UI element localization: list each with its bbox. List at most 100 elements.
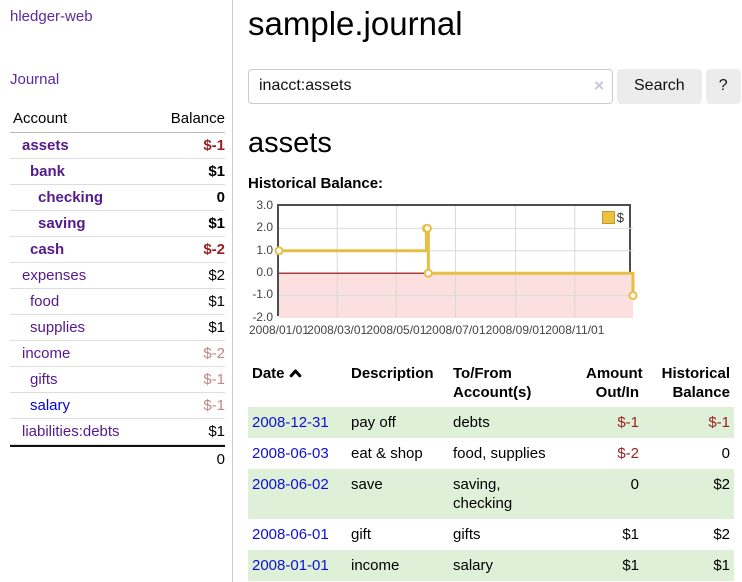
transaction-date-link[interactable]: 2008-01-01 (252, 556, 329, 574)
transaction-date-link[interactable]: 2008-12-31 (252, 413, 329, 431)
transaction-row: 2008-12-31 pay off debts $-1 $-1 (248, 406, 734, 438)
transaction-date-link[interactable]: 2008-06-02 (252, 475, 329, 493)
app-title-link[interactable]: hledger-web (10, 8, 93, 25)
chart-title: Historical Balance: (248, 174, 384, 192)
description-column-header: Description (351, 364, 434, 382)
journal-link[interactable]: Journal (10, 71, 60, 88)
account-column-header: Account (10, 107, 152, 133)
account-row: salary $-1 (10, 393, 225, 419)
account-balance: $1 (151, 159, 225, 185)
transaction-balance: $2 (713, 475, 730, 493)
account-row: saving $1 (10, 211, 225, 237)
account-row: liabilities:debts $1 (10, 419, 225, 445)
x-axis: 2008/01/01 2008/03/01 2008/05/01 2008/07/01… (248, 323, 742, 339)
account-balance: $1 (151, 211, 225, 237)
account-balance: $-1 (151, 367, 225, 393)
y-axis-tick-label: -2.0 (252, 309, 273, 324)
search-input[interactable] (248, 68, 613, 104)
transaction-description: gift (351, 525, 372, 543)
historical-balance-chart: 3.0 2.0 1.0 0.0 -1.0 -2.0 $ 2008/01/01 2008/03… (248, 198, 742, 344)
account-heading: assets (248, 126, 332, 159)
account-link-cash[interactable]: cash (30, 241, 65, 258)
account-row: expenses $2 (10, 263, 225, 289)
y-axis-tick-label: 1.0 (256, 242, 273, 257)
account-link-assets[interactable]: assets (22, 137, 69, 154)
legend-swatch-icon (601, 210, 615, 224)
clear-search-icon[interactable]: × (594, 75, 604, 95)
account-link-food[interactable]: food (30, 293, 60, 310)
transaction-date-link[interactable]: 2008-06-01 (252, 525, 329, 543)
account-row: cash $-2 (10, 237, 225, 263)
transaction-amount: $-1 (617, 413, 639, 431)
x-axis-tick-label: 2008/09/01 (485, 322, 546, 337)
transaction-row: 2008-01-01 income salary $1 $1 (248, 549, 734, 581)
search-button[interactable]: Search (617, 68, 702, 104)
transaction-description: eat & shop (351, 444, 423, 462)
account-balance: $-1 (151, 393, 225, 419)
transaction-accounts: gifts (453, 525, 481, 543)
transactions-table: Date Description To/From Account(s) Amou… (248, 362, 734, 581)
transaction-accounts: saving, checking (453, 475, 513, 512)
account-link-saving[interactable]: saving (38, 215, 86, 232)
chart-plot-area: $ (274, 203, 638, 318)
transaction-row: 2008-06-02 save saving, checking 0 $2 (248, 468, 734, 519)
account-balance: $1 (151, 315, 225, 341)
y-axis-tick-label: 2.0 (256, 220, 273, 235)
account-row: bank $1 (10, 159, 225, 185)
transaction-description: income (351, 556, 400, 574)
y-axis-tick-label: 3.0 (256, 197, 273, 212)
account-balance: $-2 (151, 341, 225, 367)
account-link-bank[interactable]: bank (30, 163, 66, 180)
transaction-date-link[interactable]: 2008-06-03 (252, 444, 329, 462)
transaction-row: 2008-06-01 gift gifts $1 $2 (248, 519, 734, 550)
account-balance: $-1 (151, 133, 225, 159)
transaction-balance: $1 (713, 556, 730, 574)
transaction-accounts: debts (453, 413, 490, 431)
transaction-amount: 0 (630, 475, 639, 493)
balance-column-header: Balance (151, 107, 225, 133)
account-balance: $-2 (151, 237, 225, 263)
legend-label: $ (616, 209, 624, 225)
transaction-balance: 0 (721, 444, 730, 462)
account-link-income[interactable]: income (22, 345, 71, 362)
account-link-expenses[interactable]: expenses (22, 267, 87, 284)
transaction-balance: $-1 (708, 413, 730, 431)
chart-canvas (274, 205, 638, 318)
date-header-label: Date (252, 364, 285, 382)
transaction-description: pay off (351, 413, 396, 431)
account-link-supplies[interactable]: supplies (30, 319, 86, 336)
transaction-balance: $2 (713, 525, 730, 543)
balance-column-header: Historical Balance (661, 364, 730, 401)
account-balance: $2 (151, 263, 225, 289)
account-balance: 0 (151, 185, 225, 211)
y-axis: 3.0 2.0 1.0 0.0 -1.0 -2.0 (248, 198, 273, 324)
search-bar: × Search ? (248, 68, 742, 104)
y-axis-tick-label: 0.0 (256, 265, 273, 280)
page-title: sample.journal (248, 5, 463, 42)
account-link-gifts[interactable]: gifts (30, 371, 58, 388)
account-link-checking[interactable]: checking (38, 189, 104, 206)
transaction-amount: $1 (622, 525, 639, 543)
tofrom-column-header: To/From Account(s) (453, 364, 532, 401)
account-total-row: 0 (10, 445, 225, 472)
y-axis-tick-label: -1.0 (252, 287, 273, 302)
x-axis-tick-label: 2008/05/01 (366, 322, 427, 337)
account-balance: $1 (151, 419, 225, 445)
transaction-accounts: food, supplies (453, 444, 546, 462)
account-row: gifts $-1 (10, 367, 225, 393)
transaction-description: save (351, 475, 383, 493)
account-link-liabilities-debts[interactable]: liabilities:debts (22, 423, 120, 440)
date-column-header[interactable]: Date (248, 362, 347, 407)
account-row: checking 0 (10, 185, 225, 211)
sidebar: hledger-web Journal Account Balance asse… (0, 0, 233, 582)
account-row: supplies $1 (10, 315, 225, 341)
account-link-salary[interactable]: salary (30, 397, 71, 414)
main-panel: sample.journal × Search ? assets Histori… (248, 0, 742, 581)
transaction-row: 2008-06-03 eat & shop food, supplies $-2… (248, 438, 734, 469)
x-axis-tick-label: 2008/11/01 (545, 322, 605, 337)
help-button[interactable]: ? (705, 68, 741, 104)
account-row: food $1 (10, 289, 225, 315)
account-row: assets $-1 (10, 133, 225, 159)
account-balance: $1 (151, 289, 225, 315)
chart-legend: $ (601, 209, 624, 225)
